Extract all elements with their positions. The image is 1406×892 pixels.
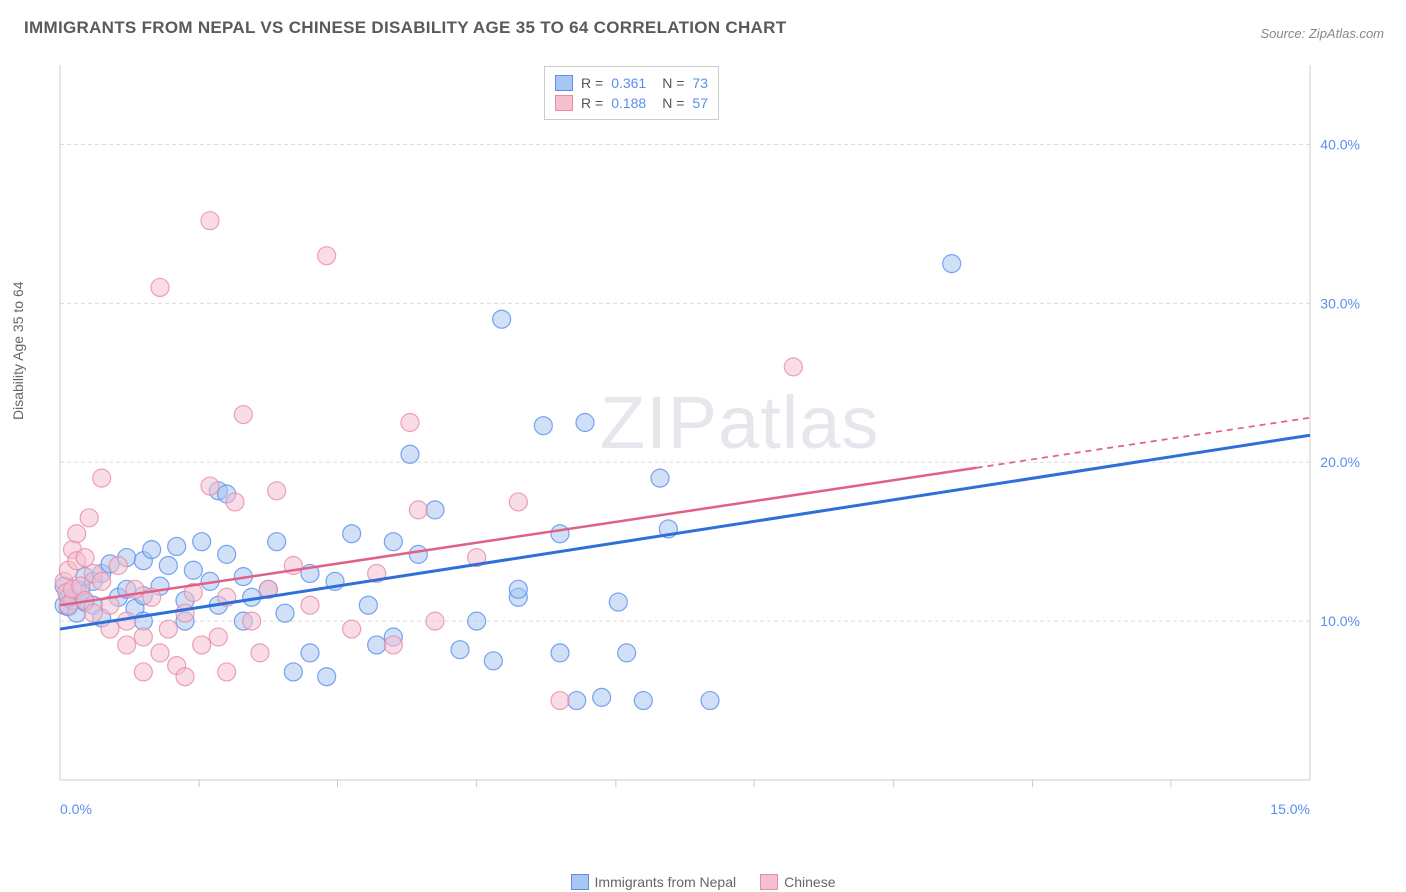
legend-swatch-nepal-icon [571,874,589,890]
legend-swatch-chinese-icon [760,874,778,890]
legend-stats-row-2: R = 0.188 N = 57 [555,93,708,113]
legend-swatch-chinese [555,95,573,111]
stat-label-r: R = [581,95,603,111]
svg-text:30.0%: 30.0% [1320,295,1360,311]
svg-text:40.0%: 40.0% [1320,136,1360,152]
legend-bottom: Immigrants from Nepal Chinese [0,874,1406,890]
stat-n-chinese: 57 [692,95,708,111]
legend-label-chinese: Chinese [784,874,835,890]
scatter-chart-svg: 10.0% 20.0% 30.0% 40.0% 0.0% 15.0% [50,60,1370,820]
chart-area: 10.0% 20.0% 30.0% 40.0% 0.0% 15.0% [50,60,1370,820]
stat-label-r: R = [581,75,603,91]
stat-n-nepal: 73 [692,75,708,91]
y-axis-label: Disability Age 35 to 64 [10,281,26,420]
legend-item-nepal: Immigrants from Nepal [571,874,737,890]
stat-label-n: N = [662,75,684,91]
legend-label-nepal: Immigrants from Nepal [595,874,737,890]
chart-title: IMMIGRANTS FROM NEPAL VS CHINESE DISABIL… [24,18,786,38]
legend-stats-row-1: R = 0.361 N = 73 [555,73,708,93]
svg-text:0.0%: 0.0% [60,801,92,817]
stat-r-nepal: 0.361 [611,75,646,91]
source-attribution: Source: ZipAtlas.com [1260,26,1384,41]
legend-swatch-nepal [555,75,573,91]
stat-r-chinese: 0.188 [611,95,646,111]
svg-text:10.0%: 10.0% [1320,613,1360,629]
svg-text:15.0%: 15.0% [1270,801,1310,817]
legend-item-chinese: Chinese [760,874,835,890]
svg-text:20.0%: 20.0% [1320,454,1360,470]
legend-stats-box: R = 0.361 N = 73 R = 0.188 N = 57 [544,66,719,120]
stat-label-n: N = [662,95,684,111]
